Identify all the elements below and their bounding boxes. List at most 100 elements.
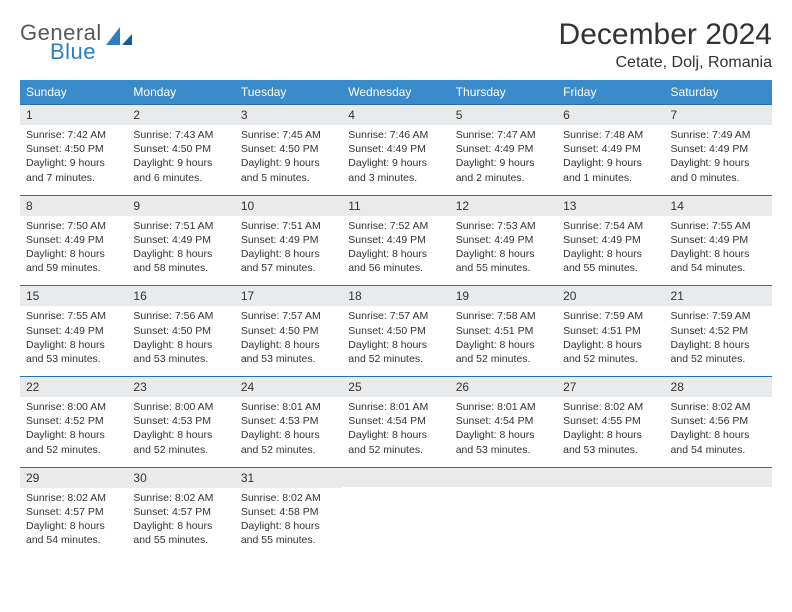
day-body-cell: Sunrise: 8:01 AMSunset: 4:54 PMDaylight:… [450,397,557,467]
day-cell: 2 [127,104,234,125]
day-cell: 25 [342,376,449,397]
day-number: 28 [665,376,772,397]
page-header: General Blue December 2024 Cetate, Dolj,… [20,18,772,72]
day-number: 29 [20,467,127,488]
day-cell: 24 [235,376,342,397]
day-header-cell: Monday [127,80,234,104]
empty-day [342,467,449,487]
day-number: 25 [342,376,449,397]
day-number: 13 [557,195,664,216]
day-number: 4 [342,104,449,125]
day-number: 11 [342,195,449,216]
location-text: Cetate, Dolj, Romania [559,54,772,72]
day-details: Sunrise: 7:42 AMSunset: 4:50 PMDaylight:… [20,125,127,195]
day-number: 19 [450,285,557,306]
day-details: Sunrise: 7:58 AMSunset: 4:51 PMDaylight:… [450,306,557,376]
day-body-cell: Sunrise: 8:02 AMSunset: 4:57 PMDaylight:… [20,488,127,558]
day-cell: 13 [557,195,664,216]
day-cell: 8 [20,195,127,216]
day-cell: 10 [235,195,342,216]
day-details: Sunrise: 8:01 AMSunset: 4:54 PMDaylight:… [342,397,449,467]
day-cell: 20 [557,285,664,306]
day-details: Sunrise: 8:02 AMSunset: 4:57 PMDaylight:… [127,488,234,558]
week-body-row: Sunrise: 8:00 AMSunset: 4:52 PMDaylight:… [20,397,772,467]
day-details: Sunrise: 7:51 AMSunset: 4:49 PMDaylight:… [235,216,342,286]
day-body-cell: Sunrise: 7:48 AMSunset: 4:49 PMDaylight:… [557,125,664,195]
day-body-cell: Sunrise: 8:02 AMSunset: 4:55 PMDaylight:… [557,397,664,467]
day-details: Sunrise: 7:52 AMSunset: 4:49 PMDaylight:… [342,216,449,286]
day-cell: 23 [127,376,234,397]
day-details: Sunrise: 8:02 AMSunset: 4:57 PMDaylight:… [20,488,127,558]
day-details: Sunrise: 7:59 AMSunset: 4:51 PMDaylight:… [557,306,664,376]
day-cell: 17 [235,285,342,306]
day-details: Sunrise: 7:55 AMSunset: 4:49 PMDaylight:… [665,216,772,286]
day-details: Sunrise: 8:02 AMSunset: 4:58 PMDaylight:… [235,488,342,558]
day-cell: 18 [342,285,449,306]
day-body-cell [342,488,449,558]
day-cell: 9 [127,195,234,216]
day-body-cell: Sunrise: 8:00 AMSunset: 4:53 PMDaylight:… [127,397,234,467]
day-body-cell: Sunrise: 7:54 AMSunset: 4:49 PMDaylight:… [557,216,664,286]
day-body-cell: Sunrise: 7:57 AMSunset: 4:50 PMDaylight:… [342,306,449,376]
week-body-row: Sunrise: 7:42 AMSunset: 4:50 PMDaylight:… [20,125,772,195]
day-details: Sunrise: 7:57 AMSunset: 4:50 PMDaylight:… [342,306,449,376]
day-number: 15 [20,285,127,306]
day-details: Sunrise: 7:59 AMSunset: 4:52 PMDaylight:… [665,306,772,376]
day-cell: 26 [450,376,557,397]
day-header-cell: Friday [557,80,664,104]
day-cell: 31 [235,467,342,488]
day-details: Sunrise: 8:01 AMSunset: 4:54 PMDaylight:… [450,397,557,467]
day-details: Sunrise: 7:54 AMSunset: 4:49 PMDaylight:… [557,216,664,286]
day-header-row: SundayMondayTuesdayWednesdayThursdayFrid… [20,80,772,104]
day-cell: 16 [127,285,234,306]
week-body-row: Sunrise: 7:50 AMSunset: 4:49 PMDaylight:… [20,216,772,286]
day-number: 6 [557,104,664,125]
day-number: 17 [235,285,342,306]
day-details: Sunrise: 7:51 AMSunset: 4:49 PMDaylight:… [127,216,234,286]
day-header-cell: Saturday [665,80,772,104]
day-details: Sunrise: 7:48 AMSunset: 4:49 PMDaylight:… [557,125,664,195]
title-block: December 2024 Cetate, Dolj, Romania [559,18,772,72]
day-cell [342,467,449,488]
day-body-cell: Sunrise: 8:00 AMSunset: 4:52 PMDaylight:… [20,397,127,467]
week-daynum-row: 22232425262728 [20,376,772,397]
day-number: 21 [665,285,772,306]
day-details: Sunrise: 8:02 AMSunset: 4:55 PMDaylight:… [557,397,664,467]
day-body-cell: Sunrise: 7:55 AMSunset: 4:49 PMDaylight:… [20,306,127,376]
day-details: Sunrise: 7:53 AMSunset: 4:49 PMDaylight:… [450,216,557,286]
day-cell: 7 [665,104,772,125]
day-cell: 30 [127,467,234,488]
day-body-cell: Sunrise: 7:53 AMSunset: 4:49 PMDaylight:… [450,216,557,286]
day-details: Sunrise: 8:02 AMSunset: 4:56 PMDaylight:… [665,397,772,467]
day-number: 1 [20,104,127,125]
day-details: Sunrise: 8:00 AMSunset: 4:52 PMDaylight:… [20,397,127,467]
day-details: Sunrise: 7:46 AMSunset: 4:49 PMDaylight:… [342,125,449,195]
day-number: 12 [450,195,557,216]
day-header-cell: Wednesday [342,80,449,104]
day-cell: 21 [665,285,772,306]
empty-day [665,467,772,487]
day-cell: 3 [235,104,342,125]
day-body-cell: Sunrise: 7:59 AMSunset: 4:51 PMDaylight:… [557,306,664,376]
day-body-cell: Sunrise: 7:57 AMSunset: 4:50 PMDaylight:… [235,306,342,376]
day-body-cell: Sunrise: 7:42 AMSunset: 4:50 PMDaylight:… [20,125,127,195]
day-number: 26 [450,376,557,397]
day-header-cell: Thursday [450,80,557,104]
day-cell [450,467,557,488]
day-cell: 12 [450,195,557,216]
day-details: Sunrise: 7:47 AMSunset: 4:49 PMDaylight:… [450,125,557,195]
day-body-cell: Sunrise: 7:47 AMSunset: 4:49 PMDaylight:… [450,125,557,195]
day-number: 2 [127,104,234,125]
day-cell [665,467,772,488]
day-body-cell [665,488,772,558]
day-details: Sunrise: 7:56 AMSunset: 4:50 PMDaylight:… [127,306,234,376]
empty-day [557,467,664,487]
day-body-cell: Sunrise: 7:58 AMSunset: 4:51 PMDaylight:… [450,306,557,376]
day-cell: 5 [450,104,557,125]
day-number: 8 [20,195,127,216]
day-number: 20 [557,285,664,306]
day-number: 24 [235,376,342,397]
day-number: 10 [235,195,342,216]
day-details: Sunrise: 7:50 AMSunset: 4:49 PMDaylight:… [20,216,127,286]
day-number: 18 [342,285,449,306]
